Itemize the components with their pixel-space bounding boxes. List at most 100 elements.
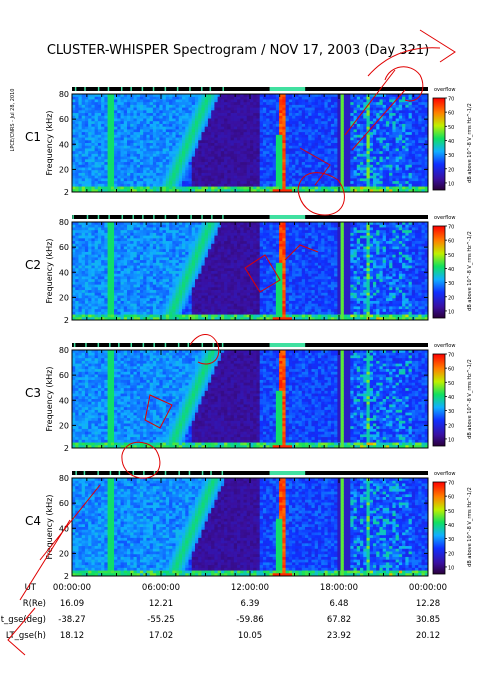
- ephemeris-value: 06:00:00: [142, 583, 180, 593]
- ephemeris-table: UT 00:00:00 06:00:00 12:00:00 18:00:00 00:00:…: [0, 583, 447, 641]
- y-tick-label: 2: [64, 316, 69, 325]
- colorbar-label: dB above 10^-8 V_rms Hz^-1/2: [467, 359, 473, 439]
- ephemeris-row-label: R(Re): [23, 599, 46, 609]
- ephemeris-value: 12.21: [149, 599, 173, 609]
- ephemeris-value: 30.85: [416, 615, 440, 625]
- spectrogram-heatmap: [72, 350, 428, 448]
- colorbar: overflow 10 20 30 40 50 60 70 dB above 10^-8 V_r…: [433, 215, 473, 318]
- colorbar-label: dB above 10^-8 V_rms Hz^-1/2: [467, 103, 473, 183]
- colorbar-tick-label: 20: [448, 295, 454, 301]
- colorbar-tick-label: 20: [448, 551, 454, 557]
- ephemeris-value: 00:00:00: [53, 583, 91, 593]
- colorbar-tick-label: 40: [448, 139, 454, 145]
- colorbar-tick-label: 30: [448, 153, 454, 159]
- ephemeris-value: -59.86: [236, 615, 263, 625]
- panel-c2: 2 20 40 60 80 Frequency (kHz) C2 overflow 10 20 30…: [25, 215, 473, 325]
- colorbar-tick-label: 30: [448, 281, 454, 287]
- colorbar-tick-label: 40: [448, 523, 454, 529]
- colorbar-tick-label: 10: [448, 181, 454, 187]
- colorbar-overflow-label: overflow: [434, 471, 455, 477]
- colorbar-tick-label: 60: [448, 367, 454, 373]
- colorbar-tick-label: 40: [448, 395, 454, 401]
- y-tick-label: 60: [59, 243, 69, 252]
- y-axis-label: Frequency (kHz): [45, 367, 54, 432]
- spacecraft-label: C2: [25, 258, 41, 272]
- colorbar-label: dB above 10^-8 V_rms Hz^-1/2: [467, 487, 473, 567]
- ephemeris-value: 6.39: [241, 599, 260, 609]
- ephemeris-row: Lat_gse(deg) -38.27 -55.25 -59.86 67.82 30.85: [0, 615, 440, 625]
- ephemeris-row: R(Re) 16.09 12.21 6.39 6.48 12.28: [23, 599, 440, 609]
- spacecraft-label: C4: [25, 514, 41, 528]
- ephemeris-value: 18.12: [60, 631, 84, 641]
- colorbar-tick-label: 70: [448, 225, 454, 231]
- y-tick-label: 80: [59, 218, 69, 227]
- ephemeris-value: 16.09: [60, 599, 84, 609]
- y-tick-label: 2: [64, 572, 69, 581]
- colorbar-tick-label: 70: [448, 353, 454, 359]
- colorbar-tick-label: 10: [448, 565, 454, 571]
- ephemeris-value: 12.28: [416, 599, 440, 609]
- y-tick-label: 40: [59, 396, 69, 405]
- colorbar-tick-label: 50: [448, 253, 454, 259]
- y-axis-label: Frequency (kHz): [45, 239, 54, 304]
- colorbar-tick-label: 70: [448, 97, 454, 103]
- y-tick-label: 60: [59, 371, 69, 380]
- spacecraft-label: C3: [25, 386, 41, 400]
- panels-group: 2 20 40 60 80 Frequency (kHz) C1 overflow 10 20 30…: [25, 87, 473, 581]
- status-bar: [72, 87, 428, 91]
- colorbar-tick-label: 50: [448, 509, 454, 515]
- ephemeris-value: -55.25: [147, 615, 174, 625]
- colorbar-scale: [433, 98, 445, 190]
- spacecraft-label: C1: [25, 130, 41, 144]
- colorbar-overflow-label: overflow: [434, 87, 455, 93]
- y-tick-label: 2: [64, 188, 69, 197]
- colorbar-tick-label: 40: [448, 267, 454, 273]
- status-bar: [72, 343, 428, 347]
- y-tick-label: 20: [59, 165, 69, 174]
- y-tick-label: 80: [59, 474, 69, 483]
- ephemeris-value: 6.48: [330, 599, 349, 609]
- ephemeris-value: 17.02: [149, 631, 173, 641]
- ephemeris-value: 12:00:00: [231, 583, 269, 593]
- ephemeris-value: 00:00:00: [409, 583, 447, 593]
- colorbar-tick-label: 20: [448, 423, 454, 429]
- colorbar-tick-label: 60: [448, 111, 454, 117]
- colorbar-tick-label: 10: [448, 309, 454, 315]
- y-tick-label: 60: [59, 115, 69, 124]
- colorbar-tick-label: 10: [448, 437, 454, 443]
- ephemeris-value: 23.92: [327, 631, 351, 641]
- ephemeris-row-label: Lat_gse(deg): [0, 615, 46, 625]
- colorbar-scale: [433, 354, 445, 446]
- colorbar-overflow-label: overflow: [434, 215, 455, 221]
- colorbar-tick-label: 60: [448, 239, 454, 245]
- y-axis-label: Frequency (kHz): [45, 495, 54, 560]
- y-tick-label: 80: [59, 90, 69, 99]
- side-credit-label: LPCE/CNRS - Jul 28, 2010: [10, 89, 16, 152]
- ephemeris-row-label: UT: [25, 583, 37, 593]
- ephemeris-row: LT_gse(h) 18.12 17.02 10.05 23.92 20.12: [6, 631, 440, 641]
- y-tick-label: 20: [59, 293, 69, 302]
- ephemeris-value: -38.27: [58, 615, 85, 625]
- colorbar-tick-label: 20: [448, 167, 454, 173]
- colorbar-scale: [433, 482, 445, 574]
- y-tick-label: 20: [59, 549, 69, 558]
- colorbar-tick-label: 30: [448, 409, 454, 415]
- ephemeris-value: 18:00:00: [320, 583, 358, 593]
- y-tick-label: 80: [59, 346, 69, 355]
- y-tick-label: 20: [59, 421, 69, 430]
- status-bar: [72, 471, 428, 475]
- ephemeris-value: 67.82: [327, 615, 351, 625]
- y-tick-label: 2: [64, 444, 69, 453]
- ephemeris-row: UT 00:00:00 06:00:00 12:00:00 18:00:00 00:00:…: [25, 583, 448, 593]
- y-tick-label: 40: [59, 268, 69, 277]
- colorbar-label: dB above 10^-8 V_rms Hz^-1/2: [467, 231, 473, 311]
- colorbar-tick-label: 30: [448, 537, 454, 543]
- ephemeris-value: 20.12: [416, 631, 440, 641]
